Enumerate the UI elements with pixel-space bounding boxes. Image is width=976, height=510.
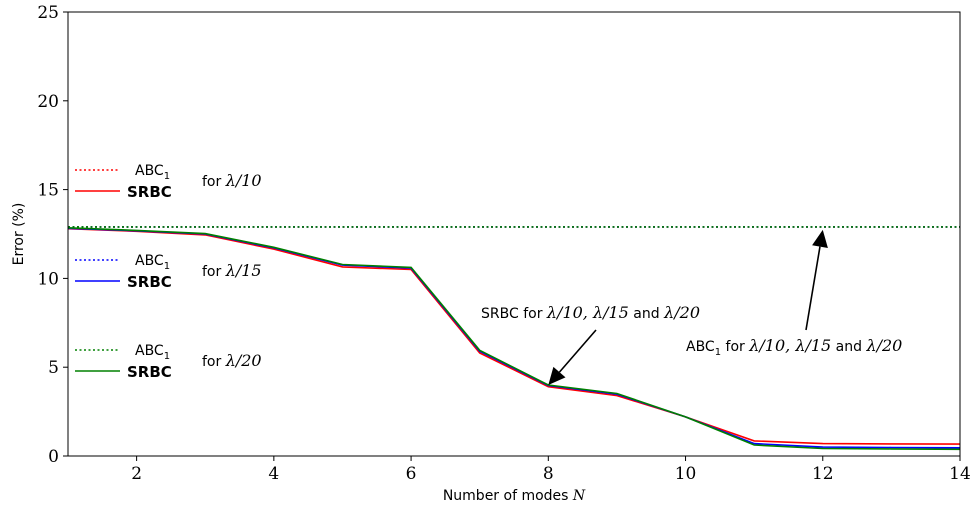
x-tick-label: 4 — [268, 464, 279, 484]
y-axis-label: Error (%) — [11, 203, 27, 266]
legend-srbc-label: SRBC — [127, 183, 172, 201]
x-tick-label: 6 — [406, 464, 417, 484]
arrow-srbc-shaft — [558, 329, 597, 373]
x-tick-label: 12 — [812, 464, 834, 484]
ticks-layer: 2 4 6 8 10 12 14 0 5 10 15 20 25 — [37, 3, 970, 484]
legend-srbc-label: SRBC — [127, 363, 172, 381]
legend-for-label: for λ/10 — [202, 171, 262, 190]
arrow-abc-shaft — [805, 246, 821, 331]
plot-frame — [67, 11, 961, 457]
annotation-srbc: SRBC for λ/10, λ/15 and λ/20 — [481, 303, 700, 322]
legend-for-label: for λ/15 — [202, 261, 262, 280]
series-line-2 — [68, 227, 960, 445]
series-layer — [68, 226, 960, 451]
y-tick-label: 25 — [37, 3, 59, 23]
x-tick-label: 10 — [675, 464, 697, 484]
legend-srbc-label: SRBC — [127, 273, 172, 291]
annotation-abc: ABC1 for λ/10, λ/15 and λ/20 — [686, 336, 902, 358]
y-tick-label: 5 — [48, 358, 59, 378]
legend-abc-label: ABC1 — [135, 343, 170, 362]
x-tick-label: 2 — [131, 464, 142, 484]
arrow-srbc-head — [548, 366, 566, 385]
series-line-6 — [68, 227, 960, 451]
arrow-abc-head — [812, 229, 828, 248]
y-tick-label: 0 — [48, 447, 59, 467]
legend-abc-label: ABC1 — [135, 163, 170, 182]
y-tick-label: 10 — [37, 269, 59, 289]
legend-abc-label: ABC1 — [135, 253, 170, 272]
x-tick-label: 8 — [543, 464, 554, 484]
y-tick-label: 15 — [37, 181, 59, 201]
legend-for-label: for λ/20 — [202, 351, 262, 370]
x-tick-label: 14 — [949, 464, 971, 484]
y-tick-label: 20 — [37, 92, 59, 112]
x-axis-label: Number of modes N — [443, 488, 586, 504]
annotations: SRBC for λ/10, λ/15 and λ/20 ABC1 for λ/1… — [481, 229, 902, 385]
